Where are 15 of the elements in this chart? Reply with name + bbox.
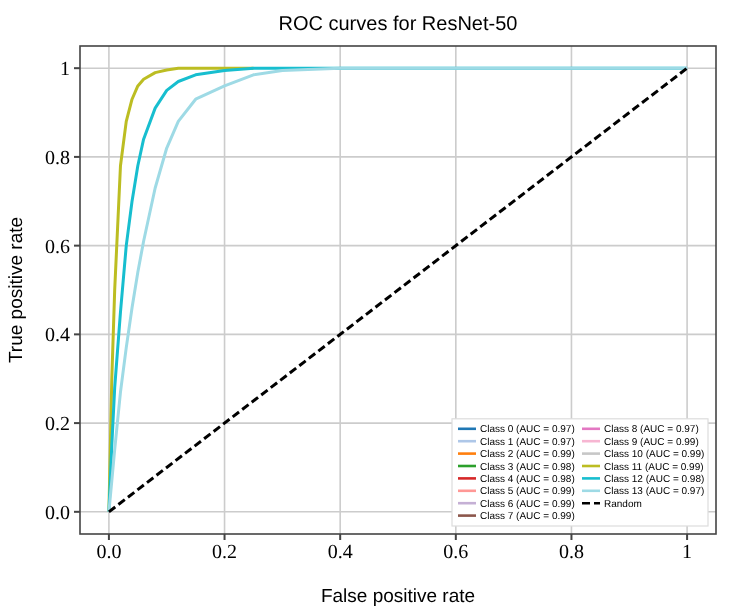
x-tick-label: 0.2 bbox=[212, 542, 238, 564]
y-tick-label: 0.4 bbox=[45, 325, 70, 348]
x-tick-label: 0.4 bbox=[327, 542, 353, 564]
x-tick-label: 0.6 bbox=[443, 542, 469, 564]
y-axis-title: True positive rate bbox=[6, 216, 28, 364]
y-tick-label: 0.6 bbox=[45, 236, 70, 259]
x-axis-title: False positive rate bbox=[320, 586, 476, 608]
y-tick-label: 0.8 bbox=[45, 147, 70, 170]
y-tick-label: 0.2 bbox=[45, 414, 70, 437]
y-tick-label: 0.0 bbox=[45, 502, 70, 525]
y-tick-label: 1 bbox=[60, 59, 70, 82]
x-tick-label: 1 bbox=[682, 542, 693, 564]
chart-title: ROC curves for ResNet-50 bbox=[278, 14, 519, 36]
x-tick-label: 0.8 bbox=[558, 542, 584, 564]
x-tick-label: 0.0 bbox=[96, 542, 122, 564]
